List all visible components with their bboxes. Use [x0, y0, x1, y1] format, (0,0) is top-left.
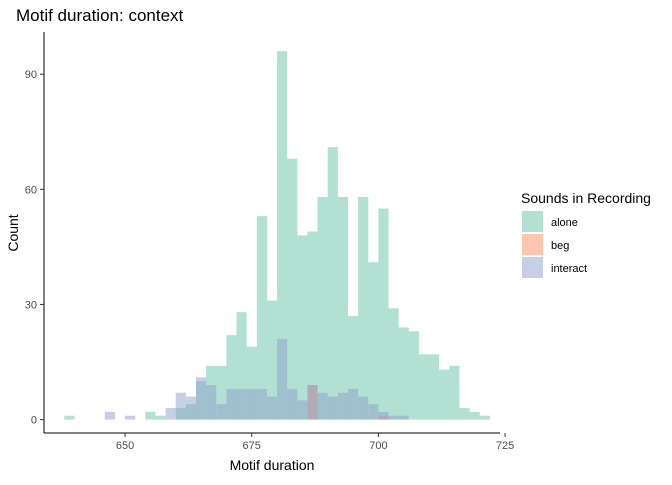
y-axis-ticks: 0 30 60 90: [25, 69, 44, 427]
bar-alone-682: [287, 158, 298, 420]
bar-alone-694: [348, 315, 359, 420]
bar-interact-668: [216, 404, 227, 420]
bar-alone-680: [277, 51, 288, 420]
bar-alone-684: [297, 235, 308, 420]
y-axis-title: Count: [5, 214, 21, 251]
bar-alone-712: [439, 369, 450, 420]
bar-interact-674: [246, 388, 257, 420]
bar-alone-710: [429, 354, 440, 420]
x-tick-label: 700: [369, 440, 387, 452]
bar-alone-706: [408, 331, 419, 420]
legend-label-alone: alone: [551, 217, 578, 229]
legend-label-interact: interact: [551, 263, 587, 275]
bar-alone-686: [307, 231, 318, 420]
y-tick-label: 60: [25, 184, 37, 196]
bar-alone-714: [449, 365, 460, 420]
bar-interact-666: [206, 385, 217, 420]
legend-key-interact: [522, 257, 543, 278]
bar-alone-668: [216, 365, 227, 420]
bar-alone-656: [155, 415, 166, 420]
bar-alone-638: [64, 415, 75, 420]
bar-interact-650: [125, 415, 136, 420]
bar-alone-672: [236, 312, 247, 420]
bar-interact-700: [378, 411, 389, 420]
bar-interact-698: [368, 404, 379, 420]
bar-interact-686: [307, 385, 318, 420]
bar-interact-660: [175, 392, 186, 420]
bar-alone-678: [266, 300, 278, 420]
y-tick-label: 90: [25, 69, 37, 81]
bar-alone-718: [469, 411, 480, 420]
bar-interact-676: [256, 388, 267, 420]
bar-interact-684: [297, 400, 308, 420]
bar-interact-646: [104, 411, 115, 420]
bar-interact-664: [196, 377, 207, 420]
bar-interact-688: [317, 392, 328, 420]
y-tick-label: 0: [31, 415, 37, 427]
legend-label-beg: beg: [551, 240, 569, 252]
bar-alone-720: [479, 415, 490, 420]
bar-alone-702: [388, 308, 399, 420]
legend-key-alone: [522, 211, 543, 232]
bar-interact-682: [287, 388, 298, 420]
bar-alone-716: [459, 408, 470, 420]
bar-interact-672: [236, 388, 247, 420]
bar-alone-676: [256, 216, 267, 420]
x-tick-label: 650: [116, 440, 134, 452]
bar-interact-678: [266, 396, 278, 420]
bar-interact-670: [226, 388, 237, 420]
bar-interact-694: [348, 388, 359, 420]
x-tick-label: 675: [243, 440, 261, 452]
bar-interact-658: [165, 408, 176, 420]
y-tick-label: 30: [25, 299, 37, 311]
x-axis-title: Motif duration: [230, 457, 315, 473]
x-tick-label: 725: [496, 440, 514, 452]
bar-interact-680: [277, 338, 288, 420]
x-axis-ticks: 650 675 700 725: [116, 433, 514, 452]
bar-alone-704: [398, 327, 409, 420]
bar-interact-692: [337, 392, 348, 420]
bar-alone-698: [368, 262, 379, 420]
bar-alone-674: [246, 346, 257, 420]
bar-interact-690: [327, 396, 338, 420]
bar-interact-704: [398, 415, 409, 420]
bar-alone-696: [358, 197, 369, 420]
bar-alone-654: [145, 411, 156, 420]
bar-alone-688: [317, 197, 328, 420]
legend: Sounds in Recording alone beg interact: [521, 190, 651, 278]
bar-interact-702: [388, 415, 399, 420]
bar-alone-670: [226, 335, 237, 420]
legend-key-beg: [522, 234, 543, 255]
histogram-bars: [64, 51, 490, 420]
bar-alone-692: [337, 197, 348, 420]
bar-interact-696: [358, 396, 369, 420]
bar-interact-662: [185, 396, 196, 420]
bar-alone-700: [378, 208, 389, 420]
chart-title: Motif duration: context: [16, 6, 184, 25]
bar-alone-708: [418, 354, 430, 420]
legend-title: Sounds in Recording: [521, 190, 651, 206]
bar-alone-690: [327, 147, 338, 420]
